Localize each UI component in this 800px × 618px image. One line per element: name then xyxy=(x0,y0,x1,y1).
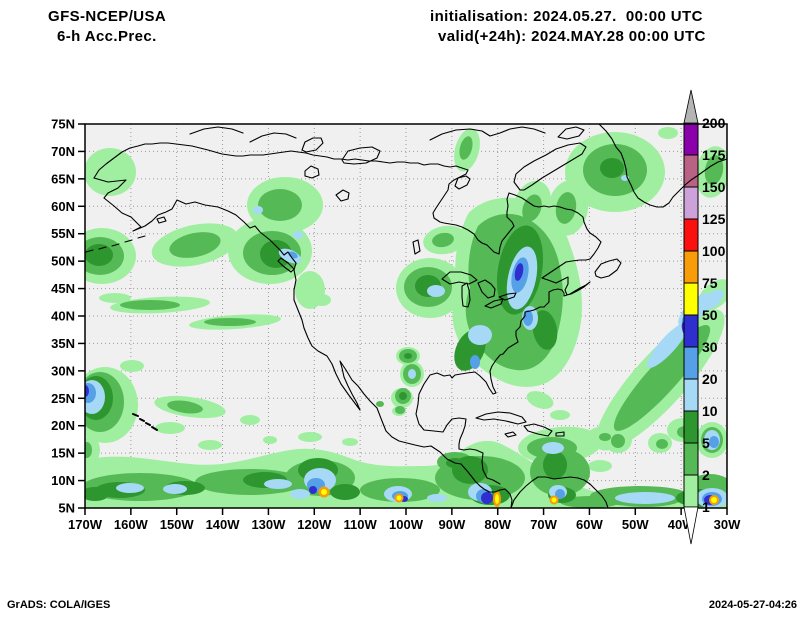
colorbar-tick-label: 100 xyxy=(702,243,726,259)
hawaii-islands xyxy=(132,413,158,431)
lon-tick-label: 170W xyxy=(68,517,103,532)
colorbar-segment xyxy=(683,122,699,156)
lat-tick-label: 25N xyxy=(51,391,75,406)
lon-tick-label: 30W xyxy=(714,517,741,532)
axis-layer: 75N70N65N60N55N50N45N40N35N30N25N20N15N1… xyxy=(51,117,741,533)
lon-tick-label: 130W xyxy=(251,517,286,532)
colorbar-segment xyxy=(683,314,699,348)
init-time-label: initialisation: 2024.05.27. 00:00 UTC xyxy=(430,8,703,25)
lon-tick-label: 70W xyxy=(530,517,557,532)
lon-tick-label: 110W xyxy=(344,517,378,532)
colorbar-tick-label: 175 xyxy=(702,147,726,163)
creation-timestamp: 2024-05-27-04:26 xyxy=(708,599,797,611)
lat-tick-label: 45N xyxy=(51,281,75,296)
lon-tick-label: 50W xyxy=(622,517,649,532)
colorbar-under-arrow xyxy=(683,506,699,545)
lat-tick-label: 55N xyxy=(51,226,75,241)
colorbar-tick-label: 150 xyxy=(702,179,726,195)
colorbar-tick-label: 10 xyxy=(702,403,718,419)
colorbar-tick-label: 5 xyxy=(702,435,710,451)
model-title: GFS-NCEP/USA xyxy=(48,8,167,25)
lon-tick-label: 160W xyxy=(114,517,149,532)
colorbar-arrows xyxy=(683,89,699,545)
colorbar-segment xyxy=(683,154,699,188)
lon-tick-label: 100W xyxy=(389,517,424,532)
lat-tick-label: 75N xyxy=(51,117,75,132)
colorbar-tick-label: 2 xyxy=(702,467,710,483)
colorbar-over-arrow xyxy=(683,89,699,124)
lat-tick-label: 40N xyxy=(51,309,75,324)
lat-tick-label: 15N xyxy=(51,446,75,461)
lon-tick-label: 80W xyxy=(484,517,511,532)
valid-time-label: valid(+24h): 2024.MAY.28 00:00 UTC xyxy=(438,28,706,45)
colorbar-segment xyxy=(683,250,699,284)
lat-tick-label: 20N xyxy=(51,418,75,433)
lon-tick-label: 90W xyxy=(438,517,465,532)
colorbar-segment xyxy=(683,410,699,444)
colorbar-segment xyxy=(683,442,699,476)
lat-tick-label: 70N xyxy=(51,144,75,159)
lon-tick-label: 140W xyxy=(206,517,241,532)
colorbar-tick-label: 200 xyxy=(702,115,726,131)
lat-tick-label: 10N xyxy=(51,473,75,488)
colorbar-segment xyxy=(683,186,699,220)
colorbar-tick-label: 20 xyxy=(702,371,718,387)
lat-tick-label: 35N xyxy=(51,336,75,351)
colorbar-segment xyxy=(683,218,699,252)
colorbar-segment xyxy=(683,474,699,508)
lon-tick-label: 60W xyxy=(576,517,603,532)
grads-credit: GrADS: COLA/IGES xyxy=(7,599,111,611)
colorbar-segment xyxy=(683,346,699,380)
colorbar-tick-label: 1 xyxy=(702,499,710,515)
lat-tick-label: 50N xyxy=(51,254,75,269)
colorbar-segment xyxy=(683,378,699,412)
precip-layer xyxy=(85,127,727,508)
lat-tick-label: 30N xyxy=(51,363,75,378)
lat-tick-label: 65N xyxy=(51,171,75,186)
colorbar-segment xyxy=(683,282,699,316)
lat-tick-label: 60N xyxy=(51,199,75,214)
lon-tick-label: 150W xyxy=(160,517,195,532)
product-title: 6-h Acc.Prec. xyxy=(57,28,157,45)
lat-tick-label: 5N xyxy=(58,501,75,516)
colorbar-tick-label: 30 xyxy=(702,339,718,355)
colorbar-tick-label: 50 xyxy=(702,307,718,323)
colorbar-tick-label: 75 xyxy=(702,275,718,291)
colorbar-tick-label: 125 xyxy=(702,211,726,227)
lon-tick-label: 120W xyxy=(297,517,332,532)
coastline-layer xyxy=(85,124,727,508)
